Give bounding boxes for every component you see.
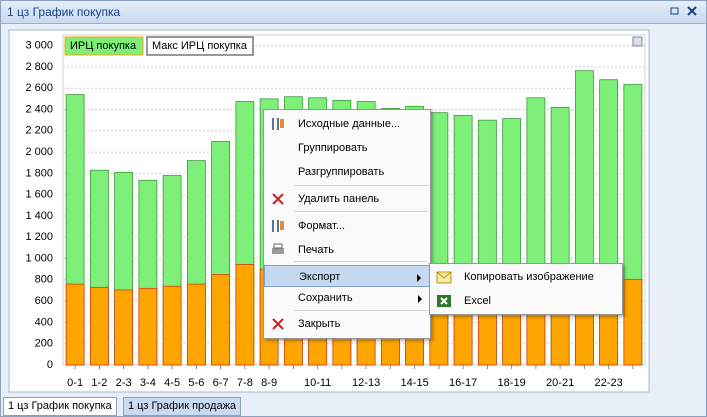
- y-tick-label: 1 800: [25, 167, 53, 179]
- legend-box: [64, 36, 144, 56]
- menu-label: Исходные данные...: [298, 118, 401, 130]
- submenu-arrow: [418, 295, 422, 303]
- tab-bar: 1 цз График покупка 1 цз График продажа: [1, 397, 706, 416]
- menu-label: Excel: [464, 295, 491, 307]
- y-tick-label: 2 200: [25, 125, 53, 137]
- menu-item[interactable]: Формат...: [264, 215, 430, 237]
- y-tick-label: 1 000: [25, 252, 53, 264]
- x-tick-label: 14-15: [401, 377, 429, 389]
- y-tick-label: 3 000: [25, 40, 53, 52]
- y-tick-label: 600: [35, 295, 53, 307]
- y-tick-label: 2 400: [25, 103, 53, 115]
- menu-item[interactable]: Разгруппировать: [264, 161, 430, 183]
- x-tick-label: 4-5: [164, 377, 180, 389]
- menu-label: Формат...: [298, 220, 346, 232]
- menu-item[interactable]: Excel: [430, 290, 622, 312]
- bar: [138, 287, 158, 366]
- bar: [186, 283, 206, 366]
- submenu: Копировать изображение Excel: [429, 263, 623, 315]
- legend-box: [146, 36, 254, 56]
- menu-label: Копировать изображение: [464, 271, 594, 283]
- submenu-arrow: [417, 274, 421, 282]
- x-tick-label: 22-23: [595, 377, 623, 389]
- y-tick-label: 2 600: [25, 82, 53, 94]
- menu-item[interactable]: Печать: [264, 239, 430, 261]
- x-tick-label: 1-2: [91, 377, 107, 389]
- separator: [294, 211, 428, 212]
- y-tick-label: 2 000: [25, 146, 53, 158]
- y-tick-label: 1 600: [25, 189, 53, 201]
- y-tick-label: 2 800: [25, 61, 53, 73]
- y-tick-label: 400: [35, 316, 53, 328]
- y-tick-label: 200: [35, 338, 53, 350]
- menu-item[interactable]: Копировать изображение: [430, 266, 622, 288]
- separator: [294, 261, 428, 262]
- legend-label: Макс ИРЦ покупка: [152, 40, 248, 52]
- menu-item[interactable]: Экспорт: [264, 265, 430, 287]
- menu-label: Разгруппировать: [298, 166, 385, 178]
- menu-label: Группировать: [298, 142, 368, 154]
- y-tick-label: 1 200: [25, 231, 53, 243]
- bar: [235, 264, 255, 366]
- bar: [623, 278, 643, 366]
- menu-item[interactable]: Закрыть: [264, 313, 430, 335]
- menu-label: Экспорт: [299, 271, 341, 283]
- x-tick-label: 10-11: [304, 377, 331, 389]
- x-tick-label: 6-7: [213, 377, 229, 389]
- menu-label: Сохранить: [298, 292, 353, 304]
- menu-item[interactable]: Исходные данные...: [264, 113, 430, 135]
- window-title: 1 цз График покупка: [7, 5, 121, 19]
- menu-item[interactable]: Удалить панель: [264, 188, 430, 210]
- tab[interactable]: 1 цз График покупка: [3, 397, 117, 416]
- bar: [65, 283, 85, 366]
- menu-item[interactable]: Сохранить: [264, 287, 430, 309]
- x-tick-label: 7-8: [237, 377, 253, 389]
- x-tick-label: 2-3: [116, 377, 132, 389]
- bar: [89, 286, 109, 366]
- menu-label: Закрыть: [298, 318, 341, 330]
- bar: [162, 285, 182, 366]
- menu-item[interactable]: Группировать: [264, 137, 430, 159]
- legend-label: ИРЦ покупка: [70, 40, 137, 52]
- window-buttons[interactable]: [670, 5, 700, 19]
- y-tick-label: 0: [47, 359, 53, 371]
- x-tick-label: 16-17: [449, 377, 477, 389]
- y-tick-label: 800: [35, 274, 53, 286]
- x-tick-label: 3-4: [140, 377, 156, 389]
- x-tick-label: 8-9: [261, 377, 277, 389]
- x-tick-label: 5-6: [188, 377, 204, 389]
- y-tick-label: 1 400: [25, 210, 53, 222]
- x-tick-label: 0-1: [67, 377, 83, 389]
- tab[interactable]: 1 цз График продажа: [123, 397, 242, 416]
- bar: [211, 274, 231, 366]
- x-tick-label: 18-19: [498, 377, 526, 389]
- separator: [294, 310, 428, 311]
- menu-label: Удалить панель: [298, 193, 380, 205]
- separator: [294, 185, 428, 186]
- x-tick-label: 20-21: [546, 377, 574, 389]
- bar: [114, 289, 134, 366]
- menu-label: Печать: [298, 244, 335, 256]
- context-menu: Исходные данные... Группировать Разгруппир…: [263, 109, 431, 339]
- x-tick-label: 12-13: [352, 377, 380, 389]
- close-icon: [632, 36, 643, 47]
- title-bar: 1 цз График покупка: [1, 1, 706, 24]
